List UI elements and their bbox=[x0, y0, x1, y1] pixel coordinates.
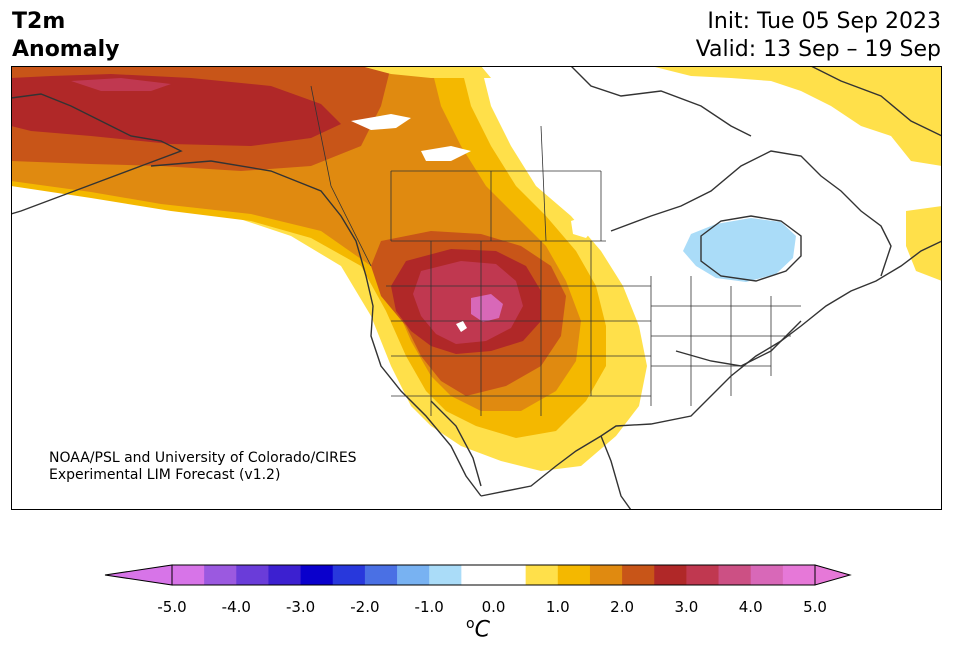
credit-line-1: NOAA/PSL and University of Colorado/CIRE… bbox=[49, 450, 357, 466]
colorbar-tick-label: -2.0 bbox=[350, 598, 380, 616]
political-borders bbox=[310, 85, 801, 416]
unit-celsius: C bbox=[474, 617, 490, 643]
colorbar-bin bbox=[397, 565, 430, 585]
colorbar-tick-label: -1.0 bbox=[414, 598, 444, 616]
colorbar-tick-label: 5.0 bbox=[803, 598, 827, 616]
inland-waters bbox=[351, 114, 596, 332]
map-frame bbox=[11, 66, 942, 510]
anomaly-region-level5 bbox=[11, 74, 541, 354]
colorbar-bin bbox=[461, 565, 494, 585]
colorbar-bin bbox=[750, 565, 784, 585]
anomaly-region-level7 bbox=[471, 294, 503, 322]
colorbar-underflow bbox=[104, 564, 173, 586]
anomaly-region-cold bbox=[683, 218, 796, 282]
anomaly-map bbox=[11, 66, 942, 510]
colorbar-bin bbox=[268, 565, 302, 585]
unit-label: oC bbox=[466, 616, 490, 642]
colorbar bbox=[104, 564, 852, 586]
colorbar-tick-label: 3.0 bbox=[674, 598, 699, 616]
credit-text: NOAA/PSL and University of Colorado/CIRE… bbox=[49, 450, 357, 484]
colorbar-bin bbox=[557, 565, 591, 585]
colorbar-tick-label: 2.0 bbox=[610, 598, 635, 616]
valid-range: Valid: 13 Sep – 19 Sep bbox=[695, 37, 941, 62]
colorbar-tick-label: 0.0 bbox=[481, 598, 506, 616]
colorbar-bin bbox=[332, 565, 366, 585]
anomaly-region-east-coast bbox=[906, 206, 942, 281]
colorbar-bin bbox=[718, 565, 752, 585]
title-line-1: T2m bbox=[12, 9, 66, 34]
colorbar-bin bbox=[364, 565, 398, 585]
colorbar-frame bbox=[171, 564, 816, 586]
colorbar-tick-label: -4.0 bbox=[221, 598, 251, 616]
colorbar-bin bbox=[300, 565, 334, 585]
forecast-dates: Init: Tue 05 Sep 2023 Valid: 13 Sep – 19… bbox=[696, 8, 941, 64]
colorbar-tick-label: 1.0 bbox=[545, 598, 570, 616]
colorbar-bin bbox=[782, 565, 816, 585]
colorbar-bin bbox=[236, 565, 269, 585]
colorbar-bin bbox=[654, 565, 687, 585]
colorbar-bin bbox=[493, 565, 527, 585]
map-title: T2m Anomaly bbox=[12, 8, 119, 64]
colorbar-bin bbox=[204, 565, 237, 585]
credit-line-2: Experimental LIM Forecast (v1.2) bbox=[49, 467, 281, 483]
colorbar-tick-label: -5.0 bbox=[157, 598, 187, 616]
anomaly-region-arctic bbox=[361, 66, 491, 78]
colorbar-overflow bbox=[814, 564, 852, 586]
unit-degree: o bbox=[466, 616, 475, 632]
colorbar-tick-label: -3.0 bbox=[285, 598, 316, 616]
colorbar-bin bbox=[429, 565, 462, 585]
colorbar-tick-label: 4.0 bbox=[738, 598, 763, 616]
colorbar-bin bbox=[589, 565, 623, 585]
title-line-2: Anomaly bbox=[12, 37, 120, 62]
colorbar-bin bbox=[525, 565, 559, 585]
colorbar-bin bbox=[686, 565, 720, 585]
init-date: Init: Tue 05 Sep 2023 bbox=[707, 9, 941, 34]
colorbar-bin bbox=[172, 565, 205, 585]
colorbar-bin bbox=[622, 565, 655, 585]
